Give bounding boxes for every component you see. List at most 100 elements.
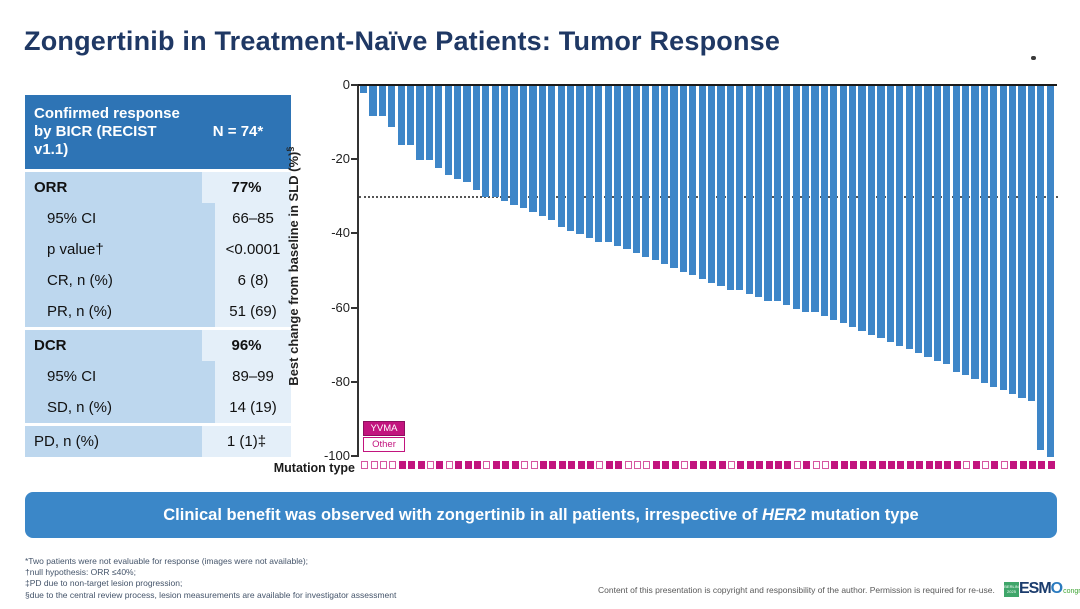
mutation-square-yvma <box>408 461 416 469</box>
y-tick-label: -80 <box>331 373 350 389</box>
mutation-square-yvma <box>1010 461 1018 469</box>
patient-bar <box>886 86 894 342</box>
y-tick-label: 0 <box>342 77 350 92</box>
mutation-square-yvma <box>944 461 952 469</box>
patient-bar <box>755 86 763 298</box>
mutation-square-yvma <box>539 461 547 469</box>
mutation-square-other <box>633 461 641 469</box>
patient-bar <box>585 86 593 239</box>
mutation-square-other <box>483 461 491 469</box>
mutation-square-yvma <box>756 461 764 469</box>
patient-bar <box>914 86 923 354</box>
mutation-square-yvma <box>718 461 726 469</box>
patient-bar <box>839 86 847 324</box>
mutation-square-yvma <box>558 461 566 469</box>
patient-bar <box>990 86 998 387</box>
row-label: p value† <box>25 234 215 265</box>
patient-bar <box>407 86 415 146</box>
patient-bar <box>501 86 509 201</box>
patient-bar <box>604 86 612 242</box>
mutation-square-yvma <box>502 461 510 469</box>
patient-bar <box>717 86 725 287</box>
patient-bar <box>867 86 876 335</box>
patient-bar <box>952 86 960 372</box>
table-body: ORR 77% 95% CI 66–85 p value† <0.0001 CR, n (%… <box>25 172 291 457</box>
mutation-square-other <box>680 461 688 469</box>
mutation-square-yvma <box>953 461 961 469</box>
artifact-dot <box>1031 56 1036 60</box>
patient-bar <box>660 86 669 265</box>
patient-bar <box>510 86 518 205</box>
table-row: PD, n (%) 1 (1)‡ <box>25 426 291 457</box>
row-label: SD, n (%) <box>25 392 215 423</box>
legend-item-yvma: YVMA <box>363 421 405 436</box>
row-value: 77% <box>202 172 291 203</box>
patient-bar <box>454 86 462 179</box>
y-axis-label-text: Best change from baseline in SLD (%) <box>286 151 302 386</box>
row-value: <0.0001 <box>215 234 291 265</box>
mutation-square-other <box>728 461 735 469</box>
patient-bar <box>708 86 716 283</box>
mutation-square-yvma <box>1038 461 1046 469</box>
patient-bar <box>698 86 706 279</box>
patient-bar <box>764 86 772 302</box>
mutation-square-yvma <box>652 461 660 469</box>
mutation-square-other <box>822 461 830 469</box>
y-tick-label: -60 <box>331 299 350 315</box>
zero-line <box>357 84 1057 86</box>
table-row: 95% CI 89–99 <box>25 361 291 392</box>
y-tick-mark <box>351 84 358 86</box>
row-label: DCR <box>25 330 202 361</box>
patient-bar <box>1008 86 1017 394</box>
patient-bar <box>1046 86 1054 457</box>
mutation-square-yvma <box>615 461 623 469</box>
mutation-square-yvma <box>699 461 707 469</box>
y-tick-label: -100 <box>323 448 350 463</box>
mutation-square-yvma <box>972 461 980 469</box>
patient-bar <box>905 86 913 350</box>
mutation-square-other <box>624 461 632 469</box>
row-label: PD, n (%) <box>25 426 202 457</box>
patient-bar <box>378 86 386 116</box>
footnote-line: §due to the central review process, lesi… <box>25 589 397 600</box>
mutation-square-yvma <box>906 461 914 469</box>
row-value: 89–99 <box>215 361 291 392</box>
mutation-square-yvma <box>474 461 482 469</box>
bars-container <box>360 86 1056 457</box>
mutation-square-yvma <box>436 461 444 469</box>
patient-bar <box>538 86 546 216</box>
mutation-square-other <box>643 461 651 469</box>
table-row: p value† <0.0001 <box>25 234 291 265</box>
patient-bar <box>613 86 622 246</box>
patient-bar <box>792 86 800 309</box>
mutation-square-other <box>361 461 369 469</box>
table-header-label: Confirmed response by BICR (RECIST v1.1) <box>34 104 180 159</box>
esmo-wordmark: ESM <box>1019 580 1052 597</box>
y-tick-mark <box>351 455 358 457</box>
row-value: 66–85 <box>215 203 291 234</box>
banner-text: Clinical benefit was observed with zonge… <box>163 506 919 525</box>
mutation-square-other <box>812 461 820 469</box>
patient-bar <box>830 86 838 320</box>
mutation-square-yvma <box>869 461 877 469</box>
patient-bar <box>933 86 941 361</box>
mutation-square-yvma <box>887 461 895 469</box>
table-row: ORR 77% <box>25 172 291 203</box>
patient-bar <box>1027 86 1035 402</box>
mutation-square-yvma <box>577 461 585 469</box>
patient-bar <box>811 86 819 313</box>
y-tick-mark <box>351 232 358 235</box>
patient-bar <box>1018 86 1026 398</box>
mutation-type-label: Mutation type <box>273 461 355 475</box>
mutation-square-yvma <box>746 461 754 469</box>
patient-bar <box>896 86 904 346</box>
patient-bar <box>595 86 603 242</box>
mutation-square-yvma <box>803 461 811 469</box>
mutation-square-other <box>370 461 378 469</box>
mutation-square-other <box>596 461 604 469</box>
table-row: 95% CI 66–85 <box>25 203 291 234</box>
y-tick-mark <box>351 380 358 383</box>
banner-gene-italic: HER2 <box>761 505 806 524</box>
patient-bar <box>961 86 970 376</box>
